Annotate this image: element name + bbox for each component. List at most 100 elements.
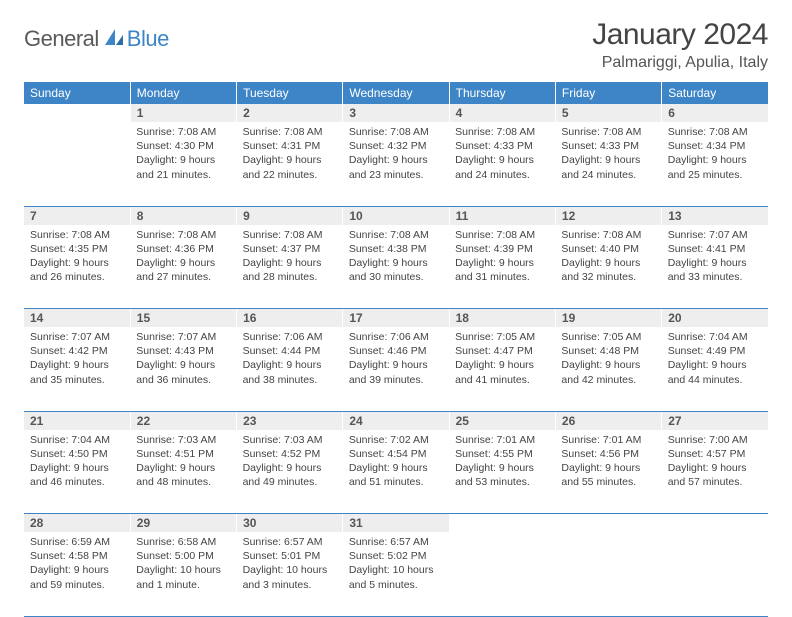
day-number-cell: 4 <box>449 104 555 122</box>
day-number-cell: 8 <box>130 206 236 225</box>
sunrise-line: Sunrise: 7:08 AM <box>243 125 337 139</box>
sunset-line: Sunset: 4:33 PM <box>561 139 655 153</box>
day-number-cell: 1 <box>130 104 236 122</box>
sunrise-line: Sunrise: 7:08 AM <box>136 228 230 242</box>
day-content-cell: Sunrise: 7:07 AMSunset: 4:43 PMDaylight:… <box>130 327 236 411</box>
weekday-header: Saturday <box>662 82 768 104</box>
sunrise-line: Sunrise: 7:05 AM <box>455 330 549 344</box>
daylight-line: Daylight: 9 hours and 44 minutes. <box>668 358 762 386</box>
sunrise-line: Sunrise: 6:57 AM <box>243 535 337 549</box>
sunset-line: Sunset: 4:47 PM <box>455 344 549 358</box>
sunset-line: Sunset: 4:48 PM <box>561 344 655 358</box>
weekday-header: Tuesday <box>237 82 343 104</box>
day-content-cell: Sunrise: 7:08 AMSunset: 4:33 PMDaylight:… <box>449 122 555 206</box>
day-content-cell <box>555 532 661 616</box>
daylight-line: Daylight: 9 hours and 33 minutes. <box>668 256 762 284</box>
sunrise-line: Sunrise: 7:08 AM <box>455 228 549 242</box>
daylight-line: Daylight: 9 hours and 46 minutes. <box>30 461 124 489</box>
sunset-line: Sunset: 4:30 PM <box>136 139 230 153</box>
daylight-line: Daylight: 9 hours and 51 minutes. <box>349 461 443 489</box>
sunrise-line: Sunrise: 7:08 AM <box>561 228 655 242</box>
daylight-line: Daylight: 9 hours and 42 minutes. <box>561 358 655 386</box>
day-content-cell: Sunrise: 7:08 AMSunset: 4:35 PMDaylight:… <box>24 225 130 309</box>
sunset-line: Sunset: 4:42 PM <box>30 344 124 358</box>
daylight-line: Daylight: 9 hours and 31 minutes. <box>455 256 549 284</box>
day-number-row: 28293031 <box>24 514 768 533</box>
sunrise-line: Sunrise: 7:08 AM <box>349 125 443 139</box>
sunset-line: Sunset: 4:39 PM <box>455 242 549 256</box>
day-content-cell: Sunrise: 7:08 AMSunset: 4:37 PMDaylight:… <box>237 225 343 309</box>
sunset-line: Sunset: 4:40 PM <box>561 242 655 256</box>
month-title: January 2024 <box>592 18 768 52</box>
logo-text-general: General <box>24 26 99 52</box>
day-number-cell: 3 <box>343 104 449 122</box>
day-content-cell: Sunrise: 7:08 AMSunset: 4:31 PMDaylight:… <box>237 122 343 206</box>
weekday-header: Monday <box>130 82 236 104</box>
daylight-line: Daylight: 10 hours and 5 minutes. <box>349 563 443 591</box>
day-number-cell: 22 <box>130 411 236 430</box>
daylight-line: Daylight: 9 hours and 48 minutes. <box>136 461 230 489</box>
logo-sail-icon <box>103 27 125 52</box>
day-content-cell: Sunrise: 6:57 AMSunset: 5:01 PMDaylight:… <box>237 532 343 616</box>
day-number-cell: 28 <box>24 514 130 533</box>
daylight-line: Daylight: 9 hours and 23 minutes. <box>349 153 443 181</box>
day-number-cell <box>662 514 768 533</box>
title-block: January 2024 Palmariggi, Apulia, Italy <box>592 18 768 72</box>
day-number-cell: 19 <box>555 309 661 328</box>
sunset-line: Sunset: 4:55 PM <box>455 447 549 461</box>
daylight-line: Daylight: 9 hours and 24 minutes. <box>455 153 549 181</box>
day-number-cell: 30 <box>237 514 343 533</box>
sunset-line: Sunset: 4:31 PM <box>243 139 337 153</box>
sunrise-line: Sunrise: 7:08 AM <box>349 228 443 242</box>
day-number-cell: 20 <box>662 309 768 328</box>
day-content-cell: Sunrise: 7:08 AMSunset: 4:40 PMDaylight:… <box>555 225 661 309</box>
day-content-cell: Sunrise: 7:04 AMSunset: 4:50 PMDaylight:… <box>24 430 130 514</box>
sunset-line: Sunset: 5:00 PM <box>136 549 230 563</box>
sunset-line: Sunset: 4:54 PM <box>349 447 443 461</box>
day-number-row: 78910111213 <box>24 206 768 225</box>
weekday-header-row: SundayMondayTuesdayWednesdayThursdayFrid… <box>24 82 768 104</box>
day-number-cell <box>555 514 661 533</box>
sunset-line: Sunset: 4:41 PM <box>668 242 762 256</box>
calendar-table: SundayMondayTuesdayWednesdayThursdayFrid… <box>24 82 768 617</box>
sunset-line: Sunset: 5:02 PM <box>349 549 443 563</box>
logo-text-blue: Blue <box>127 26 169 52</box>
sunrise-line: Sunrise: 7:08 AM <box>455 125 549 139</box>
day-content-cell: Sunrise: 7:03 AMSunset: 4:51 PMDaylight:… <box>130 430 236 514</box>
day-number-cell: 5 <box>555 104 661 122</box>
sunrise-line: Sunrise: 7:08 AM <box>561 125 655 139</box>
daylight-line: Daylight: 9 hours and 28 minutes. <box>243 256 337 284</box>
sunrise-line: Sunrise: 7:07 AM <box>136 330 230 344</box>
day-content-cell: Sunrise: 7:04 AMSunset: 4:49 PMDaylight:… <box>662 327 768 411</box>
day-number-row: 14151617181920 <box>24 309 768 328</box>
sunset-line: Sunset: 4:37 PM <box>243 242 337 256</box>
sunset-line: Sunset: 4:57 PM <box>668 447 762 461</box>
sunrise-line: Sunrise: 7:00 AM <box>668 433 762 447</box>
day-content-cell: Sunrise: 7:01 AMSunset: 4:56 PMDaylight:… <box>555 430 661 514</box>
day-content-cell: Sunrise: 7:05 AMSunset: 4:48 PMDaylight:… <box>555 327 661 411</box>
daylight-line: Daylight: 9 hours and 24 minutes. <box>561 153 655 181</box>
sunrise-line: Sunrise: 7:07 AM <box>668 228 762 242</box>
day-number-cell: 18 <box>449 309 555 328</box>
day-number-cell: 12 <box>555 206 661 225</box>
day-number-cell: 27 <box>662 411 768 430</box>
sunset-line: Sunset: 4:52 PM <box>243 447 337 461</box>
header: General Blue January 2024 Palmariggi, Ap… <box>24 18 768 72</box>
sunset-line: Sunset: 4:43 PM <box>136 344 230 358</box>
day-number-cell: 2 <box>237 104 343 122</box>
daylight-line: Daylight: 9 hours and 41 minutes. <box>455 358 549 386</box>
sunset-line: Sunset: 4:38 PM <box>349 242 443 256</box>
day-content-cell: Sunrise: 6:59 AMSunset: 4:58 PMDaylight:… <box>24 532 130 616</box>
sunrise-line: Sunrise: 7:08 AM <box>30 228 124 242</box>
day-number-row: 21222324252627 <box>24 411 768 430</box>
daylight-line: Daylight: 9 hours and 35 minutes. <box>30 358 124 386</box>
sunrise-line: Sunrise: 6:58 AM <box>136 535 230 549</box>
daylight-line: Daylight: 9 hours and 59 minutes. <box>30 563 124 591</box>
sunrise-line: Sunrise: 7:08 AM <box>668 125 762 139</box>
day-content-cell: Sunrise: 7:08 AMSunset: 4:36 PMDaylight:… <box>130 225 236 309</box>
day-number-cell: 6 <box>662 104 768 122</box>
day-content-row: Sunrise: 7:07 AMSunset: 4:42 PMDaylight:… <box>24 327 768 411</box>
day-content-cell: Sunrise: 7:05 AMSunset: 4:47 PMDaylight:… <box>449 327 555 411</box>
sunrise-line: Sunrise: 7:05 AM <box>561 330 655 344</box>
sunset-line: Sunset: 4:49 PM <box>668 344 762 358</box>
